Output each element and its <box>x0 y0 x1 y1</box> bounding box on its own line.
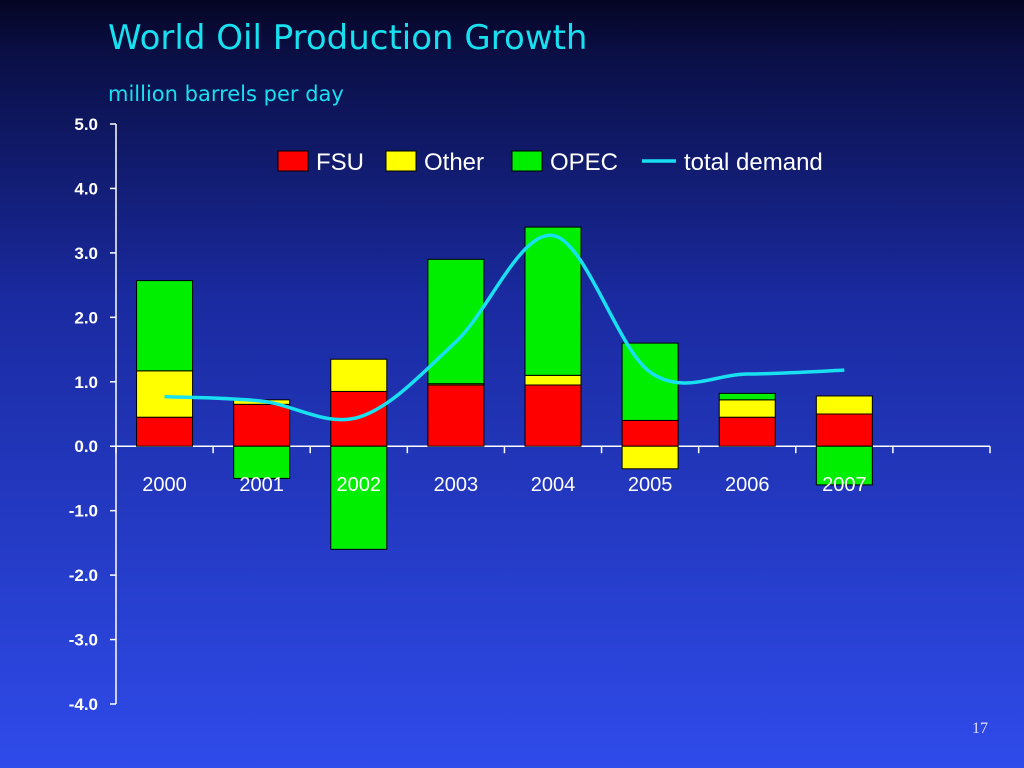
bar-opec-2003 <box>427 258 485 385</box>
bar-fsu-2006 <box>718 416 776 447</box>
bar-fsu-2005 <box>621 419 679 447</box>
legend-swatch-fsu <box>277 150 309 172</box>
bar-other-2006 <box>718 399 776 418</box>
bar-other-2002 <box>330 358 388 392</box>
y-tick-label: 1.0 <box>74 373 98 392</box>
y-axis: 5.0 4.0 3.0 2.0 1.0 0.0 -1.0 -2.0 -3.0 -4.0 <box>69 115 117 714</box>
x-category-label: 2007 <box>822 474 867 496</box>
category-labels: 2000 2001 2002 2003 2004 2005 2006 2007 <box>142 474 866 496</box>
legend: FSU Other OPEC total demand <box>277 149 823 176</box>
bar-fsu-2000 <box>136 416 194 447</box>
y-tick-label: -1.0 <box>69 502 98 521</box>
y-tick-label: 0.0 <box>74 437 98 456</box>
bar-opec-2001 <box>233 445 291 479</box>
y-tick-label: 4.0 <box>74 179 98 198</box>
bar-opec-2002 <box>330 445 388 550</box>
bar-other-2004 <box>524 374 582 386</box>
bar-fsu-2001 <box>233 403 291 447</box>
y-tick-label: -4.0 <box>69 695 98 714</box>
y-tick-label: 5.0 <box>74 115 98 134</box>
bar-other-2000 <box>136 370 194 418</box>
chart-subtitle: million barrels per day <box>108 82 344 106</box>
x-category-label: 2005 <box>628 474 673 496</box>
bar-fsu-2003 <box>427 384 485 447</box>
bar-opec-2006 <box>718 392 776 401</box>
bar-opec-2007 <box>815 445 873 486</box>
x-category-label: 2003 <box>434 474 479 496</box>
bar-fsu-2004 <box>524 384 582 447</box>
bar-opec-2004 <box>524 226 582 376</box>
x-category-label: 2002 <box>337 474 382 496</box>
legend-swatch-opec <box>511 150 543 172</box>
bar-fsu-2007 <box>815 413 873 447</box>
y-tick-label: 3.0 <box>74 244 98 263</box>
demand-line-group <box>164 233 845 422</box>
chart-title: World Oil Production Growth <box>108 18 588 58</box>
y-tick-label: -2.0 <box>69 566 98 585</box>
x-category-label: 2006 <box>725 474 770 496</box>
y-tick-label: 2.0 <box>74 308 98 327</box>
bar-other-2005 <box>621 445 679 470</box>
page-number: 17 <box>972 720 988 737</box>
legend-label: total demand <box>684 149 823 176</box>
legend-label: Other <box>424 149 484 176</box>
x-category-label: 2000 <box>142 474 187 496</box>
bar-other-2007 <box>815 395 873 415</box>
total-demand-line <box>164 233 845 422</box>
y-tick-label: -3.0 <box>69 631 98 650</box>
legend-swatch-other <box>385 150 417 172</box>
x-category-label: 2004 <box>531 474 576 496</box>
x-category-label: 2001 <box>239 474 284 496</box>
legend-label: OPEC <box>550 149 618 176</box>
legend-label: FSU <box>316 149 364 176</box>
bar-opec-2000 <box>136 280 194 372</box>
